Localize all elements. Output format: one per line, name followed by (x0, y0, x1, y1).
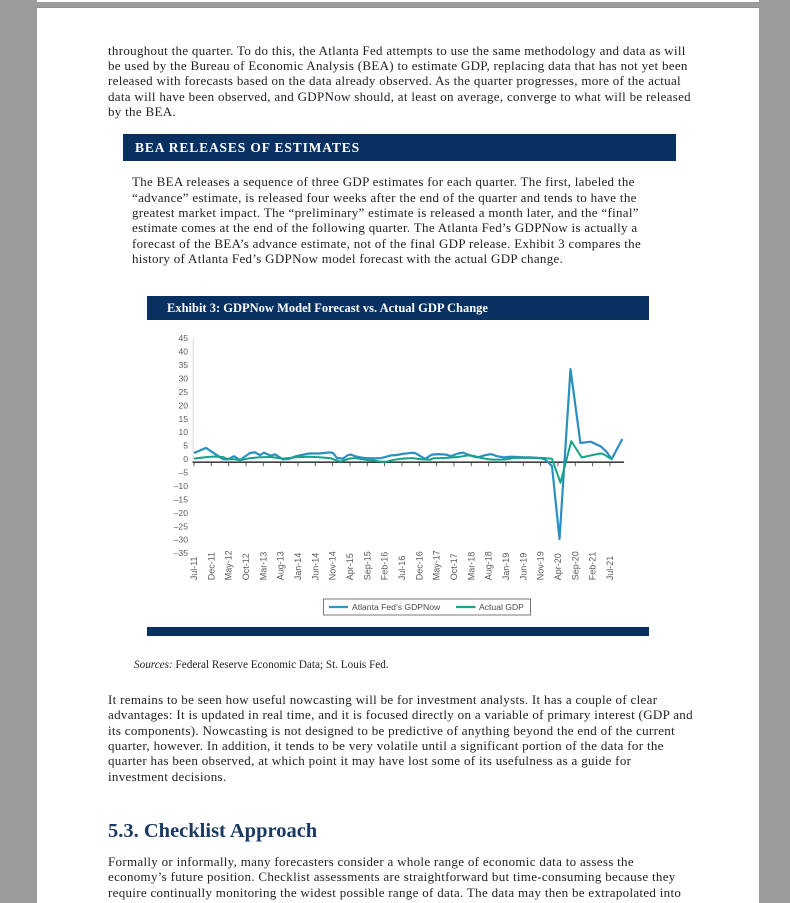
svg-text:Jul-21: Jul-21 (605, 556, 615, 581)
svg-text:Apr-20: Apr-20 (553, 553, 563, 580)
svg-text:Feb-16: Feb-16 (380, 552, 390, 581)
svg-text:5: 5 (183, 441, 188, 451)
svg-text:Sep-15: Sep-15 (362, 551, 372, 580)
svg-text:Jan-19: Jan-19 (501, 553, 511, 581)
svg-text:0: 0 (183, 454, 188, 464)
svg-text:–5: –5 (178, 468, 188, 478)
svg-text:Jul-11: Jul-11 (189, 556, 199, 580)
svg-text:Feb-21: Feb-21 (588, 552, 598, 581)
svg-text:Atlanta Fed’s GDPNow: Atlanta Fed’s GDPNow (352, 602, 441, 612)
svg-text:May-17: May-17 (432, 550, 442, 580)
svg-text:Jan-14: Jan-14 (293, 553, 303, 581)
svg-text:Oct-12: Oct-12 (241, 553, 251, 580)
svg-text:Nov-19: Nov-19 (536, 551, 546, 580)
svg-text:35: 35 (178, 360, 188, 370)
svg-text:–25: –25 (174, 521, 189, 531)
svg-text:–35: –35 (174, 548, 189, 558)
svg-text:Mar-13: Mar-13 (258, 552, 268, 581)
svg-text:40: 40 (178, 347, 188, 357)
svg-text:30: 30 (178, 374, 188, 384)
svg-text:Apr-15: Apr-15 (345, 553, 355, 580)
svg-text:–15: –15 (174, 494, 189, 504)
svg-text:Aug-18: Aug-18 (484, 551, 494, 580)
svg-text:Jul-16: Jul-16 (397, 556, 407, 581)
svg-text:Jun-14: Jun-14 (310, 553, 320, 581)
svg-text:Dec-16: Dec-16 (414, 551, 424, 580)
svg-text:Actual GDP: Actual GDP (479, 602, 524, 612)
svg-text:Aug-13: Aug-13 (276, 551, 286, 580)
svg-text:45: 45 (178, 333, 188, 343)
svg-text:–30: –30 (174, 535, 189, 545)
svg-text:May-12: May-12 (224, 550, 234, 580)
svg-text:Sep-20: Sep-20 (570, 551, 580, 580)
svg-text:Mar-18: Mar-18 (466, 552, 476, 581)
svg-text:Dec-11: Dec-11 (206, 552, 216, 580)
svg-text:25: 25 (178, 387, 188, 397)
svg-text:–10: –10 (174, 481, 189, 491)
svg-text:Nov-14: Nov-14 (328, 551, 338, 580)
svg-text:10: 10 (178, 427, 188, 437)
svg-text:15: 15 (178, 414, 188, 424)
svg-text:20: 20 (178, 400, 188, 410)
svg-text:–20: –20 (174, 508, 189, 518)
svg-text:Jun-19: Jun-19 (518, 553, 528, 581)
svg-text:Oct-17: Oct-17 (449, 553, 459, 580)
